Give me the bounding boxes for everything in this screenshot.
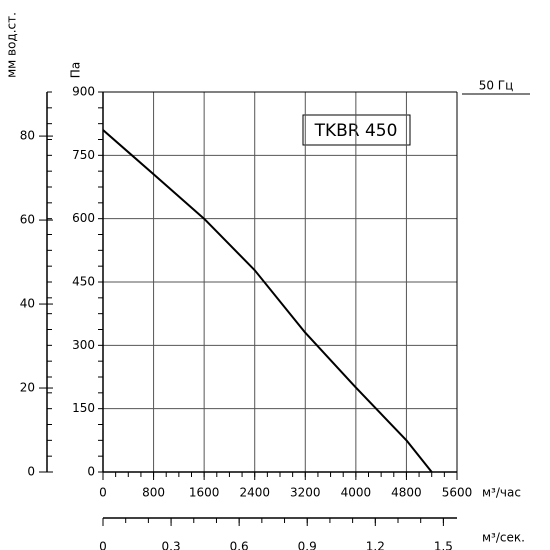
x2-tick-label: 0.9 — [298, 540, 317, 550]
y-tick-label: 600 — [72, 211, 95, 225]
x-tick-label: 4000 — [341, 486, 372, 500]
y2-axis-label: мм вод.ст. — [5, 12, 19, 78]
x-tick-label: 1600 — [189, 486, 220, 500]
y2-tick-label: 0 — [27, 465, 35, 479]
x-tick-label: 3200 — [290, 486, 321, 500]
y2-tick-label: 20 — [20, 381, 35, 395]
y-tick-label: 450 — [72, 275, 95, 289]
x2-axis-label: м³/сек. — [482, 531, 525, 545]
y2-tick-label: 60 — [20, 213, 35, 227]
x2-tick-label: 1.5 — [434, 540, 453, 550]
title-box — [302, 114, 411, 146]
y2-tick-label: 40 — [20, 297, 35, 311]
x2-tick-label: 0 — [99, 540, 107, 550]
x2-tick-label: 1.2 — [366, 540, 385, 550]
y-tick-label: 150 — [72, 401, 95, 415]
y-tick-label: 0 — [87, 465, 95, 479]
y-tick-label: 300 — [72, 338, 95, 352]
y-tick-label: 900 — [72, 85, 95, 99]
x-tick-label: 800 — [142, 486, 165, 500]
x-tick-label: 2400 — [239, 486, 270, 500]
curve — [102, 129, 433, 473]
annotation: 50 Гц — [479, 79, 514, 93]
y-tick-label: 750 — [72, 148, 95, 162]
x-tick-label: 0 — [99, 486, 107, 500]
y2-tick-label: 80 — [20, 129, 35, 143]
y-axis-label: Па — [69, 62, 83, 78]
x-tick-label: 4800 — [391, 486, 422, 500]
x2-tick-label: 0.3 — [162, 540, 181, 550]
x-tick-label: 5600 — [442, 486, 473, 500]
x2-tick-label: 0.6 — [230, 540, 249, 550]
x-axis-label: м³/час — [482, 486, 521, 500]
